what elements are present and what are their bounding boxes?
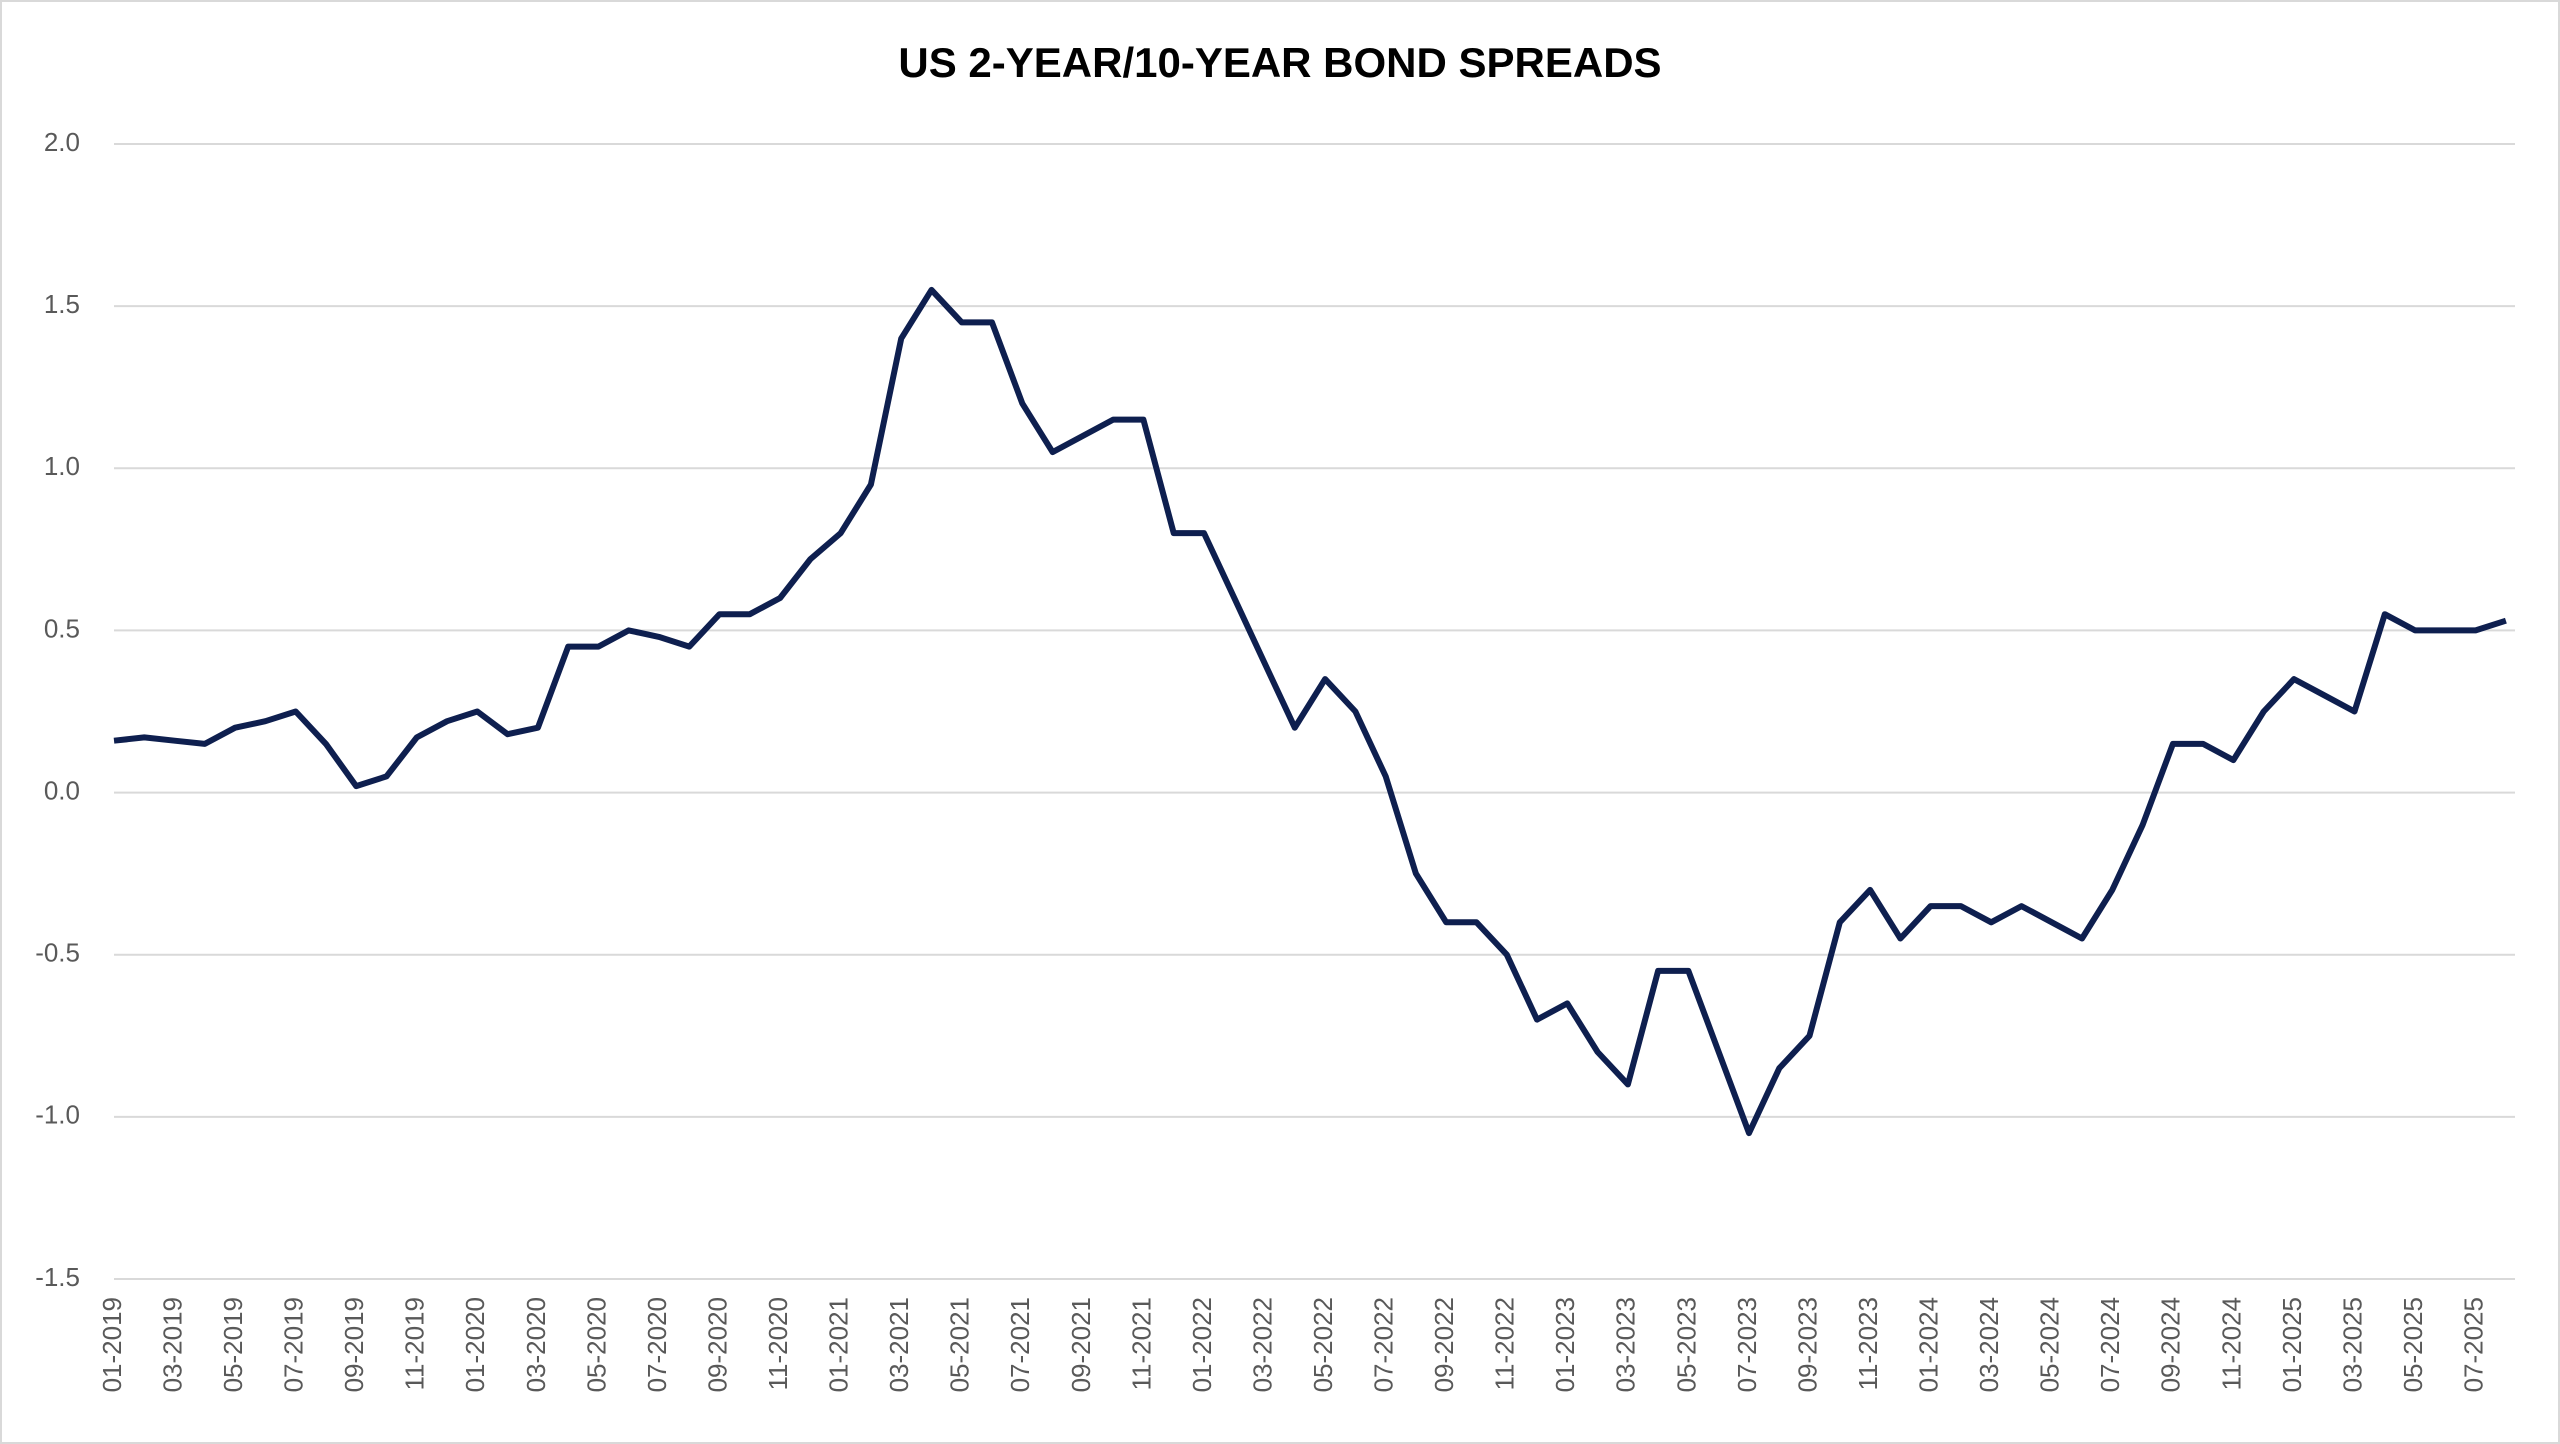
x-tick-label: 01-2023 [1550,1297,1580,1392]
y-tick-label: 0.5 [44,613,80,643]
x-tick-label: 03-2021 [884,1297,914,1392]
x-tick-label: 03-2019 [157,1297,187,1392]
x-tick-label: 09-2023 [1792,1297,1822,1392]
series-line [113,286,2507,1137]
x-tick-label: 09-2022 [1429,1297,1459,1392]
x-tick-label: 05-2021 [945,1297,975,1392]
x-tick-label: 01-2022 [1187,1297,1217,1392]
x-tick-label: 05-2020 [581,1297,611,1392]
y-tick-label: 1.0 [44,451,80,481]
x-tick-label: 09-2020 [702,1297,732,1392]
x-tick-label: 01-2024 [1914,1297,1944,1392]
x-tick-label: 03-2025 [2337,1297,2367,1392]
x-tick-label: 07-2025 [2459,1297,2489,1392]
x-tick-label: 11-2023 [1853,1297,1883,1391]
y-tick-label: 0.0 [44,775,80,805]
x-tick-label: 11-2024 [2216,1297,2246,1391]
x-tick-label: 11-2020 [763,1297,793,1391]
chart-title: US 2-YEAR/10-YEAR BOND SPREADS [898,39,1661,86]
x-tick-label: 01-2019 [97,1297,127,1392]
x-tick-label: 05-2019 [218,1297,248,1392]
y-tick-label: 2.0 [44,127,80,157]
x-tick-label: 03-2024 [1974,1297,2004,1392]
x-tick-label: 05-2025 [2398,1297,2428,1392]
x-tick-label: 07-2019 [279,1297,309,1392]
x-tick-label: 05-2024 [2035,1297,2065,1392]
x-tick-label: 01-2021 [824,1297,854,1392]
x-tick-label: 03-2023 [1611,1297,1641,1392]
x-tick-label: 07-2020 [642,1297,672,1392]
x-tick-label: 01-2020 [460,1297,490,1392]
x-tick-label: 09-2024 [2156,1297,2186,1392]
y-tick-label: 1.5 [44,289,80,319]
x-tick-label: 05-2022 [1308,1297,1338,1392]
y-tick-label: -1.0 [35,1100,80,1130]
x-tick-label: 11-2021 [1126,1297,1156,1391]
x-tick-label: 07-2021 [1005,1297,1035,1392]
x-tick-label: 11-2022 [1490,1297,1520,1391]
x-tick-label: 11-2019 [400,1297,430,1391]
y-tick-label: -1.5 [35,1262,80,1292]
x-tick-label: 07-2024 [2095,1297,2125,1392]
x-tick-label: 07-2022 [1369,1297,1399,1392]
x-tick-label: 07-2023 [1732,1297,1762,1392]
y-tick-label: -0.5 [35,938,80,968]
x-tick-label: 05-2023 [1671,1297,1701,1392]
x-tick-label: 09-2019 [339,1297,369,1392]
x-tick-label: 03-2020 [521,1297,551,1392]
x-tick-label: 01-2025 [2277,1297,2307,1392]
x-tick-label: 09-2021 [1066,1297,1096,1392]
x-tick-label: 03-2022 [1247,1297,1277,1392]
